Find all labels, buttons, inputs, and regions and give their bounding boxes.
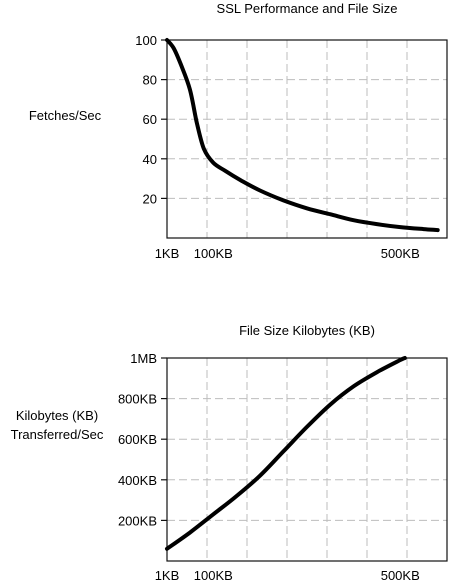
- y-tick-label: 100: [135, 33, 157, 48]
- y-tick-label: 40: [143, 152, 157, 167]
- y-tick-label: 60: [143, 112, 157, 127]
- x-tick-label: 100KB: [194, 246, 233, 261]
- plot-frame: [166, 357, 448, 562]
- x-tick-label: 1KB: [155, 246, 180, 261]
- y-axis-label-line: Kilobytes (KB): [16, 408, 98, 423]
- chart-title: File Size Kilobytes (KB): [239, 323, 375, 338]
- series-line: [165, 356, 407, 551]
- x-tick-label: 1KB: [155, 568, 180, 583]
- y-axis-label-line: Transferred/Sec: [11, 427, 104, 442]
- y-tick-label: 80: [143, 73, 157, 88]
- chart-ssl-performance: SSL Performance and File Size 20 40 60 80 100…: [29, 1, 448, 261]
- x-tick-label: 100KB: [194, 568, 233, 583]
- x-tick-label: 500KB: [381, 246, 420, 261]
- series-line: [165, 38, 440, 233]
- y-tick-label: 400KB: [118, 473, 157, 488]
- x-tick-label: 500KB: [381, 568, 420, 583]
- y-tick-label: 600KB: [118, 432, 157, 447]
- y-axis-label: Fetches/Sec: [29, 108, 102, 123]
- y-tick-label: 800KB: [118, 392, 157, 407]
- y-tick-label: 20: [143, 191, 157, 206]
- plot-frame: [166, 39, 448, 239]
- y-tick-label: 1MB: [130, 351, 157, 366]
- chart-title: SSL Performance and File Size: [217, 1, 398, 16]
- chart-kb-transferred: File Size Kilobytes (KB) 200KB 400KB 600KB 8…: [11, 323, 448, 583]
- y-tick-label: 200KB: [118, 513, 157, 528]
